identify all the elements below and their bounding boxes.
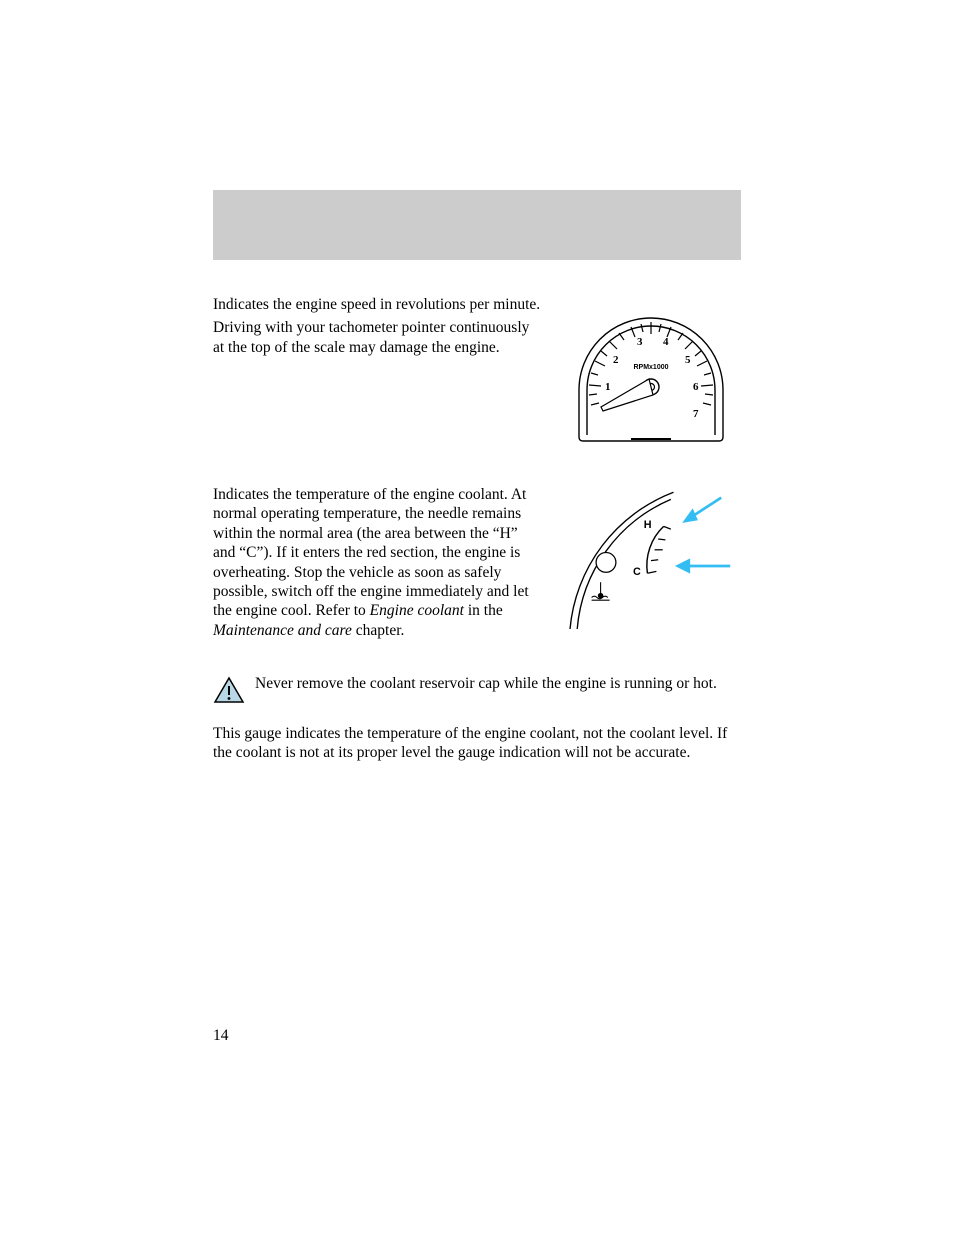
tach-para-2: Driving with your tachometer pointer con… [213, 318, 541, 357]
coolant-section: Indicates the temperature of the engine … [213, 485, 741, 644]
coolant-para-i2: Maintenance and care [213, 622, 352, 639]
warning-text: Never remove the coolant reservoir cap w… [255, 674, 717, 693]
tach-tick-6: 6 [693, 381, 699, 393]
header-band [213, 190, 741, 260]
coolant-para-a: Indicates the temperature of the engine … [213, 486, 529, 619]
coolant-arrow-right [678, 561, 730, 572]
tach-para-1: Indicates the engine speed in revolution… [213, 295, 541, 314]
tach-tick-3: 3 [637, 336, 643, 348]
coolant-para: Indicates the temperature of the engine … [213, 485, 541, 640]
warning-triangle-icon [213, 676, 245, 704]
coolant-figure: H C [561, 485, 741, 644]
coolant-gauge-icon: H C [561, 485, 741, 638]
tachometer-section: Indicates the engine speed in revolution… [213, 295, 741, 445]
footer-para: This gauge indicates the temperature of … [213, 724, 741, 763]
tach-tick-5: 5 [685, 354, 691, 366]
tach-tick-2: 2 [613, 354, 619, 366]
coolant-para-i1: Engine coolant [370, 602, 464, 619]
warning-box: Never remove the coolant reservoir cap w… [213, 674, 741, 704]
coolant-h-label: H [644, 519, 652, 531]
coolant-c-label: C [633, 566, 641, 578]
tachometer-text: Indicates the engine speed in revolution… [213, 295, 541, 445]
tach-rpm-label: RPMx1000 [633, 364, 668, 371]
tach-tick-7: 7 [693, 408, 699, 420]
tachometer-figure: 1 2 3 4 5 6 7 RPMx1000 [561, 295, 741, 445]
tach-tick-1: 1 [605, 381, 611, 393]
coolant-arrow-top [685, 498, 721, 521]
page-number: 14 [213, 1027, 229, 1045]
coolant-text: Indicates the temperature of the engine … [213, 485, 541, 644]
coolant-para-c: chapter. [352, 622, 405, 639]
coolant-para-b: in the [464, 602, 503, 619]
tach-tick-4: 4 [663, 336, 669, 348]
page-content: Indicates the engine speed in revolution… [213, 295, 741, 773]
tachometer-gauge-icon: 1 2 3 4 5 6 7 RPMx1000 [561, 295, 741, 445]
